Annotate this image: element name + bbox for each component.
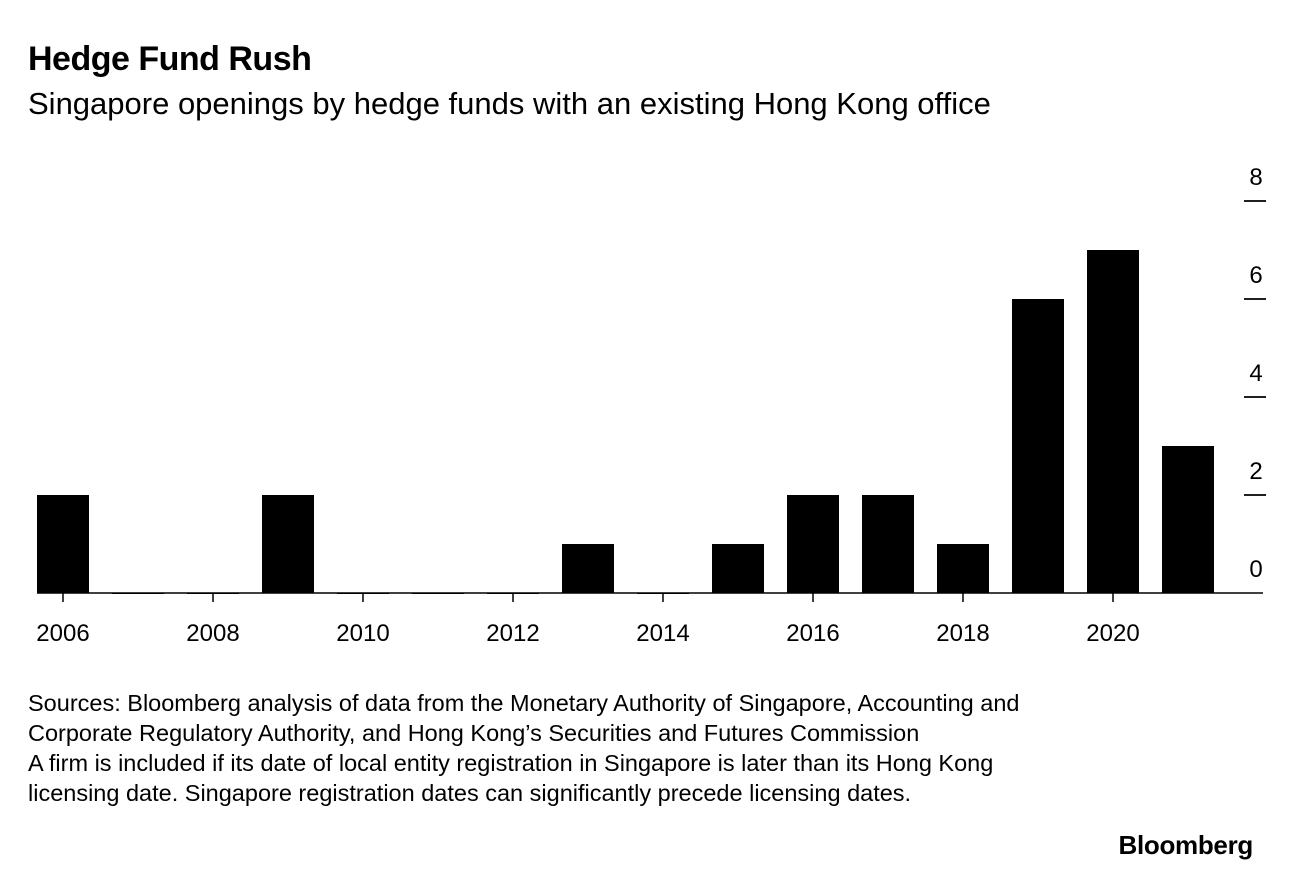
bar-2020 <box>1087 250 1139 593</box>
chart-notes: Sources: Bloomberg analysis of data from… <box>28 688 1028 808</box>
y-tick-label-4: 4 <box>1249 360 1262 387</box>
bar-2018 <box>937 544 989 593</box>
bar-2009 <box>262 495 314 593</box>
x-tick-label-2014: 2014 <box>636 620 689 647</box>
footnote: A firm is included if its date of local … <box>28 750 994 806</box>
x-tick-label-2010: 2010 <box>336 620 389 647</box>
sources-note: Sources: Bloomberg analysis of data from… <box>28 690 1020 746</box>
bar-2017 <box>862 495 914 593</box>
x-tick-label-2006: 2006 <box>36 620 89 647</box>
bar-2016 <box>787 495 839 593</box>
y-tick-label-0: 0 <box>1249 556 1262 583</box>
bar-2006 <box>37 495 89 593</box>
bar-chart: 0 2 4 6 8 2006 2008 2010 2012 2014 2016 2018 2020 <box>36 164 1266 647</box>
x-tick-label-2008: 2008 <box>186 620 239 647</box>
y-tick-label-6: 6 <box>1249 262 1262 289</box>
chart-title: Hedge Fund Rush <box>28 40 312 78</box>
chart-subtitle: Singapore openings by hedge funds with a… <box>28 86 991 121</box>
bar-2013 <box>562 544 614 593</box>
x-tick-label-2020: 2020 <box>1086 620 1139 647</box>
y-tick-label-8: 8 <box>1249 164 1262 191</box>
x-tick-label-2018: 2018 <box>936 620 989 647</box>
bar-2015 <box>712 544 764 593</box>
x-tick-label-2016: 2016 <box>786 620 839 647</box>
bar-2021 <box>1162 446 1214 593</box>
y-tick-label-2: 2 <box>1249 458 1262 485</box>
bloomberg-logo: Bloomberg <box>1118 830 1253 860</box>
x-tick-label-2012: 2012 <box>486 620 539 647</box>
bar-2019 <box>1012 299 1064 593</box>
